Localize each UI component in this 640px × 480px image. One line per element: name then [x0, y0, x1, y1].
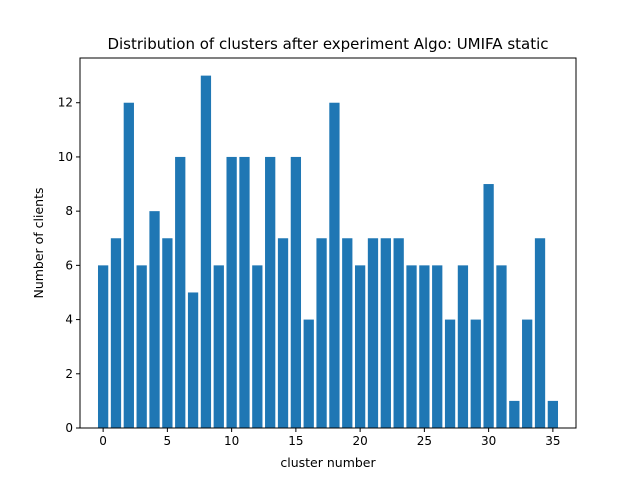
bar-cluster-29	[470, 319, 481, 428]
bar-cluster-26	[432, 265, 443, 428]
y-tick-label: 12	[58, 96, 73, 110]
y-tick-label: 2	[65, 367, 73, 381]
y-tick-label: 8	[65, 204, 73, 218]
y-tick-label: 4	[65, 313, 73, 327]
x-axis-label: cluster number	[280, 455, 376, 470]
x-tick-label: 0	[99, 434, 107, 448]
bar-cluster-14	[277, 238, 289, 428]
bar-cluster-4	[149, 211, 160, 428]
x-axis: 0 5 10 15 20 25 30 35	[99, 428, 561, 448]
x-tick-label: 35	[545, 434, 560, 448]
bar-cluster-30	[483, 184, 494, 428]
plot-frame	[79, 57, 577, 429]
bars	[97, 75, 559, 428]
bar-cluster-13	[265, 156, 276, 428]
x-tick-label: 30	[481, 434, 496, 448]
bar-cluster-23	[393, 238, 404, 428]
y-tick-label: 10	[58, 150, 73, 164]
chart-title: Distribution of clusters after experimen…	[107, 35, 548, 53]
y-tick-label: 0	[65, 421, 73, 435]
y-axis: 0 2 4 6 8 10 12	[58, 96, 80, 435]
bar-cluster-28	[457, 265, 469, 428]
bar-cluster-24	[406, 265, 417, 428]
x-tick-label: 20	[352, 434, 367, 448]
y-axis-label: Number of clients	[31, 187, 46, 298]
bar-cluster-15	[290, 156, 302, 428]
bar-cluster-11	[239, 156, 250, 428]
bar-cluster-1	[110, 238, 122, 428]
bar-cluster-21	[367, 238, 379, 428]
bar-cluster-35	[547, 400, 559, 428]
bar-cluster-16	[303, 319, 314, 428]
bar-cluster-9	[213, 265, 224, 428]
x-tick-label: 25	[417, 434, 432, 448]
bar-cluster-25	[419, 265, 430, 428]
bar-cluster-22	[380, 238, 391, 428]
bar-cluster-12	[252, 265, 263, 428]
bar-cluster-27	[444, 319, 456, 428]
bar-cluster-34	[534, 238, 546, 428]
bar-cluster-2	[123, 102, 134, 428]
bar-cluster-20	[354, 265, 366, 428]
x-tick-label: 5	[164, 434, 172, 448]
bar-cluster-18	[329, 102, 340, 428]
bar-cluster-19	[342, 238, 353, 428]
bar-cluster-33	[522, 319, 533, 428]
bar-cluster-17	[316, 238, 327, 428]
bar-cluster-6	[175, 156, 186, 428]
bar-cluster-7	[187, 292, 199, 428]
bar-cluster-0	[97, 265, 109, 428]
bar-cluster-32	[509, 400, 520, 428]
bar-cluster-5	[162, 238, 173, 428]
x-tick-label: 10	[224, 434, 239, 448]
bar-cluster-10	[226, 156, 237, 428]
bar-cluster-31	[496, 265, 507, 428]
bar-cluster-3	[136, 265, 147, 428]
y-tick-label: 6	[65, 258, 73, 272]
x-tick-label: 15	[288, 434, 303, 448]
bar-cluster-8	[200, 75, 212, 428]
